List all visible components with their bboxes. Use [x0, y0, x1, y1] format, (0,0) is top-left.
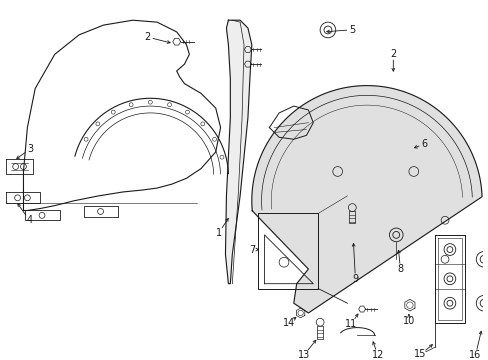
Text: 16: 16	[468, 350, 481, 360]
Text: 14: 14	[282, 318, 294, 328]
Text: 8: 8	[397, 264, 403, 274]
Text: 9: 9	[352, 274, 358, 284]
Text: 7: 7	[248, 244, 254, 255]
Text: 13: 13	[297, 350, 309, 360]
Text: 11: 11	[345, 319, 357, 329]
Polygon shape	[225, 20, 251, 284]
Text: 6: 6	[421, 139, 427, 149]
Text: 10: 10	[402, 316, 414, 326]
Polygon shape	[251, 86, 481, 313]
Text: 5: 5	[348, 25, 355, 35]
Text: 2: 2	[144, 32, 150, 42]
Text: 4: 4	[26, 215, 32, 225]
Text: 15: 15	[414, 350, 426, 359]
Text: 12: 12	[371, 350, 383, 360]
Text: 2: 2	[389, 49, 396, 59]
Text: 1: 1	[215, 228, 221, 238]
Text: 3: 3	[27, 144, 33, 154]
